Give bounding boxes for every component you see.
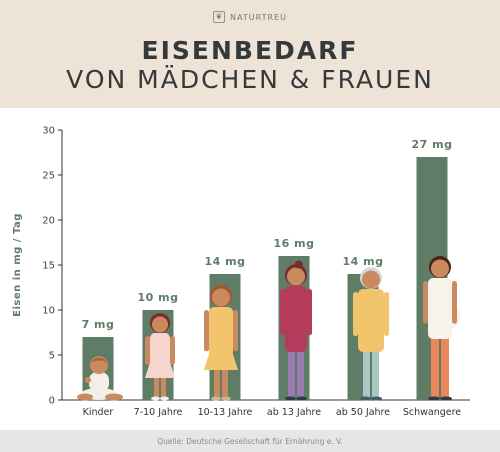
- category-label: Kinder: [83, 407, 114, 418]
- shoe: [151, 396, 160, 401]
- skirt: [145, 362, 175, 378]
- arm: [452, 281, 457, 324]
- bar-value-label: 16 mg: [274, 237, 315, 250]
- title-line-1: EISENBEDARF: [141, 36, 359, 65]
- hair: [90, 357, 108, 363]
- y-tick-label: 25: [42, 171, 55, 182]
- leg: [441, 335, 449, 398]
- hair-bun: [294, 260, 303, 269]
- y-tick-label: 20: [42, 216, 55, 227]
- face: [212, 288, 230, 307]
- bar-value-label: 7 mg: [82, 318, 115, 331]
- arm: [307, 289, 312, 336]
- arm: [170, 336, 175, 365]
- leg: [363, 348, 370, 398]
- footer: Quelle: Deutsche Gesellschaft für Ernähr…: [0, 430, 500, 452]
- shoe: [221, 396, 231, 401]
- face: [431, 259, 449, 278]
- torso: [209, 307, 233, 366]
- preteen-girl-illustration: [204, 285, 238, 401]
- category-label: 7-10 Jahre: [134, 407, 183, 418]
- leaf-logo-icon: ❦: [213, 11, 226, 23]
- category-label: ab 50 Jahre: [336, 407, 390, 418]
- bar-value-label: 10 mg: [138, 291, 179, 304]
- category-label: 10-13 Jahre: [198, 407, 253, 418]
- baby-illustration: [77, 356, 123, 401]
- arm: [233, 310, 238, 352]
- shoe: [428, 396, 440, 401]
- arm: [280, 289, 285, 336]
- girl-illustration: [145, 313, 175, 401]
- title-line-2: VON MÄDCHEN & FRAUEN: [66, 65, 434, 94]
- leg: [372, 348, 379, 398]
- category-label: ab 13 Jahre: [267, 407, 321, 418]
- arm: [145, 336, 150, 365]
- brand: ❦ NATURTREU: [0, 11, 500, 23]
- pregnant-woman-illustration: [423, 256, 460, 401]
- hand: [85, 377, 91, 383]
- shoe: [371, 396, 382, 401]
- leg: [105, 393, 123, 401]
- skirt: [204, 354, 238, 370]
- torso: [89, 372, 109, 392]
- bar-value-label: 27 mg: [412, 138, 453, 151]
- shoe: [211, 396, 221, 401]
- face: [152, 316, 168, 333]
- torso: [358, 289, 384, 352]
- leg: [214, 362, 220, 398]
- shoe: [360, 396, 371, 401]
- brand-name: NATURTREU: [230, 12, 287, 22]
- face: [362, 270, 380, 289]
- shoe: [440, 396, 452, 401]
- arm: [204, 310, 209, 352]
- header-banner: ❦ NATURTREU EISENBEDARF VON MÄDCHEN & FR…: [0, 0, 500, 108]
- older-woman-illustration: [353, 267, 389, 401]
- leg: [222, 362, 228, 398]
- shoe: [160, 396, 169, 401]
- y-axis-label: Eisen in mg / Tag: [12, 213, 23, 317]
- bar-value-label: 14 mg: [205, 255, 246, 268]
- leg: [297, 348, 304, 398]
- y-tick-label: 5: [49, 351, 55, 362]
- bar-value-label: 14 mg: [343, 255, 384, 268]
- leg: [77, 393, 93, 401]
- source-note: Quelle: Deutsche Gesellschaft für Ernähr…: [157, 436, 343, 446]
- arm: [384, 292, 389, 337]
- iron-requirement-chart: 0 5 10 15 20 25 30 Eisen in mg / Tag 7 mg Kinder…: [12, 126, 470, 418]
- y-tick-label: 10: [42, 306, 55, 317]
- y-tick-label: 0: [49, 396, 55, 407]
- y-tick-label: 15: [42, 261, 55, 272]
- shoe: [285, 396, 296, 401]
- arm: [423, 281, 428, 324]
- y-tick-label: 30: [42, 126, 55, 137]
- shoe: [296, 396, 307, 401]
- face: [287, 267, 305, 286]
- arm: [353, 292, 358, 337]
- category-label: Schwangere: [403, 407, 461, 418]
- leg: [288, 348, 295, 398]
- leg: [431, 335, 439, 398]
- teen-girl-illustration: [280, 260, 312, 401]
- torso: [285, 286, 307, 352]
